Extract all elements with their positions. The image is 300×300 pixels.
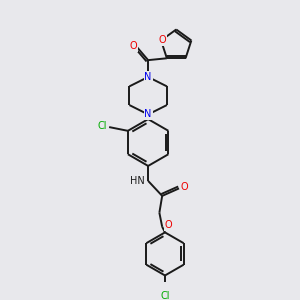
Text: Cl: Cl <box>160 291 170 300</box>
Text: O: O <box>158 35 166 46</box>
Text: O: O <box>165 220 172 230</box>
Text: Cl: Cl <box>98 121 107 131</box>
Text: HN: HN <box>130 176 145 186</box>
Text: N: N <box>144 110 152 119</box>
Text: N: N <box>144 72 152 82</box>
Text: O: O <box>129 41 137 51</box>
Text: O: O <box>181 182 188 193</box>
